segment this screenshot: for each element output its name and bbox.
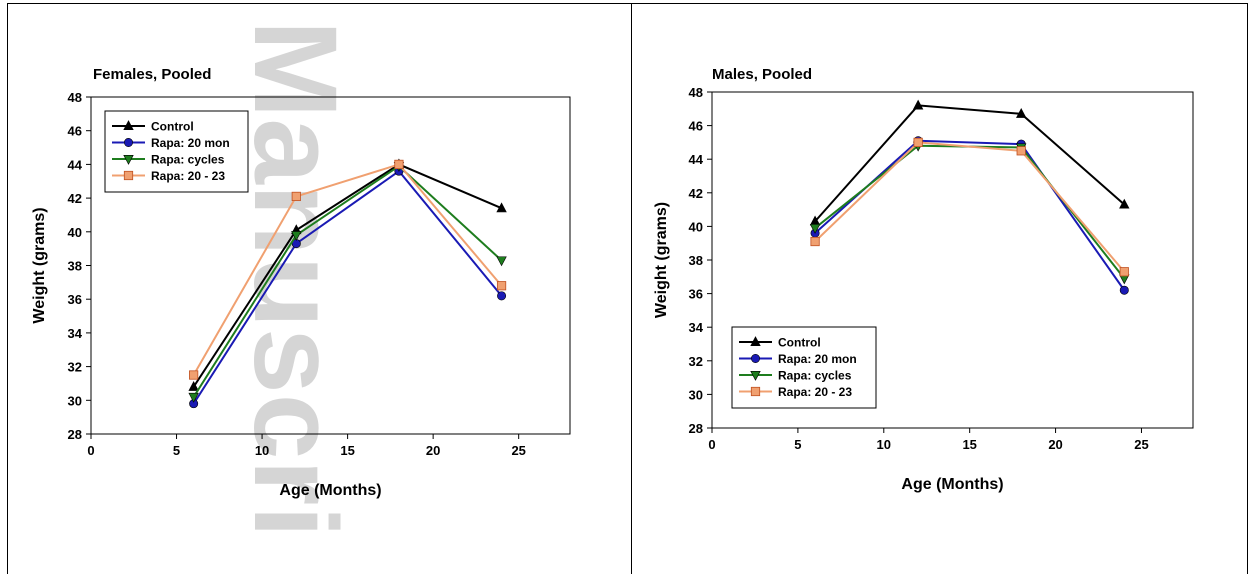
- x-tick-label: 5: [794, 437, 801, 452]
- x-axis-label: Age (Months): [901, 476, 1003, 493]
- legend-marker: [750, 353, 760, 363]
- y-tick-label: 34: [68, 326, 83, 341]
- data-point: [809, 224, 821, 234]
- y-tick-label: 36: [689, 287, 703, 302]
- x-tick-label: 15: [962, 437, 976, 452]
- legend-marker: [124, 138, 134, 148]
- y-tick-label: 30: [689, 387, 703, 402]
- data-point: [189, 370, 199, 380]
- data-point: [496, 281, 507, 291]
- series-line: [814, 141, 1126, 273]
- x-tick-label: 0: [708, 437, 715, 452]
- data-point: [1016, 107, 1027, 118]
- series-line: [192, 163, 502, 388]
- y-axis-label: Weight (grams): [653, 202, 670, 318]
- x-tick-label: 20: [1048, 437, 1062, 452]
- x-tick-label: 10: [255, 443, 269, 458]
- y-axis-label: Weight (grams): [31, 207, 48, 323]
- legend-marker: [750, 336, 761, 347]
- legend-marker: [123, 155, 134, 165]
- legend-marker: [750, 370, 761, 381]
- legend-label: Rapa: 20 mon: [778, 352, 857, 366]
- legend-marker: [750, 386, 761, 397]
- x-tick-label: 0: [87, 443, 94, 458]
- y-tick-label: 46: [68, 124, 82, 139]
- series-line: [192, 163, 503, 376]
- watermark-text: Manuscri: [229, 20, 361, 538]
- legend-label: Rapa: cycles: [778, 369, 852, 383]
- x-tick-label: 10: [877, 437, 891, 452]
- y-tick-label: 28: [689, 421, 703, 436]
- x-tick-label: 5: [173, 443, 180, 458]
- data-point: [1119, 285, 1129, 295]
- data-point: [188, 380, 199, 391]
- data-point: [1119, 267, 1129, 277]
- legend-label: Rapa: 20 mon: [151, 136, 230, 150]
- legend-label: Rapa: cycles: [151, 153, 225, 167]
- x-axis-label: Age (Months): [279, 482, 381, 499]
- females-chart: Females, Pooled 28 30 32 34 36 38 40 42 44 46 48 0 5 1…: [31, 66, 571, 499]
- data-point: [496, 202, 507, 213]
- y-tick-label: 42: [68, 191, 82, 206]
- data-point: [913, 137, 923, 147]
- data-point: [496, 256, 507, 267]
- data-point: [1016, 146, 1026, 156]
- series-line: [192, 169, 503, 405]
- legend-marker: [123, 170, 134, 181]
- y-tick-label: 44: [689, 152, 704, 167]
- data-point: [394, 159, 404, 169]
- y-tick-label: 42: [689, 186, 703, 201]
- y-tick-label: 46: [689, 119, 703, 134]
- data-point: [1119, 198, 1130, 209]
- y-tick-label: 40: [68, 225, 82, 240]
- y-tick-label: 38: [68, 259, 82, 274]
- y-tick-label: 38: [689, 253, 703, 268]
- x-tick-label: 15: [340, 443, 354, 458]
- series-line: [192, 164, 503, 398]
- y-tick-label: 28: [68, 427, 82, 442]
- data-point: [810, 236, 820, 247]
- x-tick-label: 25: [511, 443, 525, 458]
- x-tick-label: 25: [1134, 437, 1148, 452]
- data-point: [291, 231, 302, 242]
- data-point: [188, 392, 199, 403]
- y-tick-label: 40: [689, 219, 703, 234]
- legend-label: Rapa: 20 - 23: [778, 385, 852, 399]
- chart-title: Males, Pooled: [712, 66, 812, 83]
- chart-title: Females, Pooled: [93, 66, 211, 83]
- data-point: [291, 191, 301, 202]
- legend-label: Control: [151, 120, 194, 134]
- legend-label: Control: [778, 336, 821, 350]
- legend-label: Rapa: 20 - 23: [151, 169, 225, 183]
- legend-marker: [123, 120, 134, 130]
- x-tick-label: 20: [426, 443, 440, 458]
- males-chart: Males, Pooled 28 30 32 34 36 38 40 42 44 46 48 0 5 10 1…: [653, 66, 1194, 493]
- y-tick-label: 48: [68, 90, 82, 105]
- series-line: [814, 144, 1126, 280]
- y-tick-label: 48: [689, 85, 703, 100]
- series-line: [814, 104, 1125, 223]
- y-tick-label: 32: [689, 354, 703, 369]
- data-point: [912, 99, 924, 110]
- y-tick-label: 34: [689, 320, 704, 335]
- watermark: Manuscri: [229, 20, 361, 538]
- y-tick-label: 30: [68, 393, 82, 408]
- figure-frame: [7, 3, 1248, 574]
- data-point: [497, 291, 507, 301]
- y-tick-label: 36: [68, 292, 82, 307]
- y-tick-label: 44: [68, 157, 83, 172]
- y-tick-label: 32: [68, 360, 82, 375]
